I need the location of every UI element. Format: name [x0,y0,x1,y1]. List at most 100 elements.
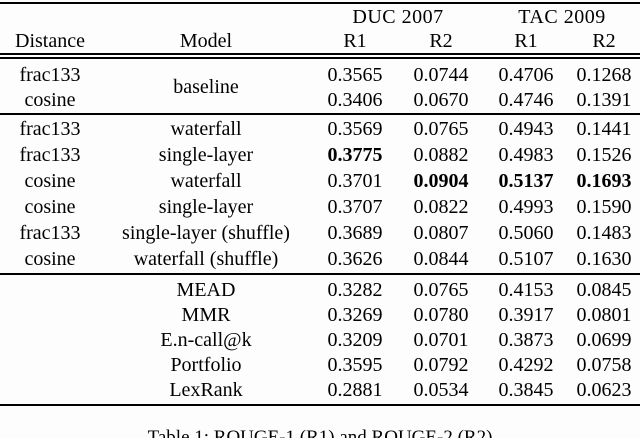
group-header-row: DUC 2007 TAC 2009 [0,5,640,29]
table-row: frac133 waterfall 0.3569 0.0765 0.4943 0… [0,116,640,142]
table-row: frac133 0.3565 0.0744 0.4706 0.1268 [0,62,640,87]
tac-r2-cell: 0.1590 [576,196,632,218]
table-row: Portfolio 0.3595 0.0792 0.4292 0.0758 [0,353,640,378]
table-block-models: frac133 waterfall 0.3569 0.0765 0.4943 0… [0,116,640,272]
duc-r2-cell: 0.0670 [413,88,469,111]
tac-r1-cell: 0.4993 [498,196,554,218]
distance-cell: cosine [24,88,76,111]
table-row: cosine 0.3406 0.0670 0.4746 0.1391 [0,87,640,112]
table-row: frac133 single-layer 0.3775 0.0882 0.498… [0,142,640,168]
duc-r2-cell: 0.0904 [413,170,469,192]
header-distance: Distance [15,30,85,52]
tac-r1-cell: 0.4706 [498,63,554,86]
table-row: LexRank 0.2881 0.0534 0.3845 0.0623 [0,378,640,403]
distance-cell: frac133 [19,63,81,86]
multirow-model-baseline: baseline [173,75,239,98]
duc-r1-cell: 0.3701 [327,170,383,192]
duc-r1-cell: 0.3626 [327,248,383,270]
model-cell: single-layer [158,196,254,218]
block-separator-rule [0,273,640,276]
model-cell: LexRank [169,379,243,402]
table-caption: Table 1: ROUGE-1 (R1) and ROUGE-2 (R2) [147,427,493,438]
table-block-external-baselines: MEAD 0.3282 0.0765 0.4153 0.0845 MMR 0.3… [0,277,640,403]
header-double-rule-thin [0,53,640,55]
table-row: cosine single-layer 0.3707 0.0822 0.4993… [0,194,640,220]
table-row: MEAD 0.3282 0.0765 0.4153 0.0845 [0,277,640,302]
duc-r2-cell: 0.0807 [413,222,469,244]
tac-r1-cell: 0.3917 [498,303,554,326]
table-top-rule [0,2,640,5]
duc-r2-cell: 0.0765 [413,278,469,301]
duc-r1-cell: 0.3775 [327,144,383,166]
duc-r1-cell: 0.2881 [327,379,383,402]
duc-r2-cell: 0.0844 [413,248,469,270]
header-duc-r2: R2 [429,30,453,52]
column-group-header: DUC 2007 TAC 2009 [0,5,640,29]
model-cell: single-layer [158,144,254,166]
table-row: E.n-call@k 0.3209 0.0701 0.3873 0.0699 [0,327,640,352]
column-header: Distance Model R1 R2 R1 R2 [0,29,640,53]
tac-r2-cell: 0.1441 [576,118,632,140]
model-cell: waterfall [170,118,242,140]
model-cell: MMR [181,303,231,326]
tac-r2-cell: 0.1268 [576,63,632,86]
duc-r1-cell: 0.3269 [327,303,383,326]
tac-r2-cell: 0.0623 [576,379,632,402]
model-cell: waterfall (shuffle) [133,248,279,270]
duc-r1-cell: 0.3209 [327,329,383,351]
duc-r1-cell: 0.3707 [327,196,383,218]
tac-r2-cell: 0.1391 [576,88,632,111]
table-row: cosine waterfall 0.3701 0.0904 0.5137 0.… [0,168,640,194]
table-bottom-rule [0,404,640,407]
tac-r1-cell: 0.3845 [498,379,554,402]
tac-r1-cell: 0.4746 [498,88,554,111]
tac-r1-cell: 0.5060 [498,222,554,244]
tac-r1-cell: 0.3873 [498,329,554,351]
duc-r1-cell: 0.3282 [327,278,383,301]
duc-r2-cell: 0.0882 [413,144,469,166]
tac-r1-cell: 0.5107 [498,248,554,270]
duc-r2-cell: 0.0765 [413,118,469,140]
duc-r1-cell: 0.3569 [327,118,383,140]
duc-r2-cell: 0.0822 [413,196,469,218]
distance-cell: cosine [24,196,76,218]
duc-r2-cell: 0.0534 [413,379,469,402]
table-row: frac133 single-layer (shuffle) 0.3689 0.… [0,220,640,246]
duc-r1-cell: 0.3689 [327,222,383,244]
duc-r1-cell: 0.3565 [327,63,383,86]
tac-r2-cell: 0.1483 [576,222,632,244]
tac-r2-cell: 0.1630 [576,248,632,270]
tac-r1-cell: 0.4943 [498,118,554,140]
model-cell: single-layer (shuffle) [122,222,290,244]
tac-r1-cell: 0.4983 [498,144,554,166]
tac-r2-cell: 0.1693 [576,170,632,192]
distance-cell: frac133 [19,144,81,166]
duc-r2-cell: 0.0701 [413,329,469,351]
tac-r2-cell: 0.0699 [576,329,632,351]
duc-r2-cell: 0.0744 [413,63,469,86]
model-cell: E.n-call@k [160,329,252,351]
duc-r2-cell: 0.0780 [413,303,469,326]
tac-r2-cell: 0.0801 [576,303,632,326]
distance-cell: frac133 [19,118,81,140]
tac-r1-cell: 0.4153 [498,278,554,301]
block-separator-rule [0,113,640,116]
distance-cell: frac133 [19,222,81,244]
tac-r2-cell: 0.1526 [576,144,632,166]
tac-r2-cell: 0.0758 [576,354,632,377]
header-duc-r1: R1 [343,30,367,52]
header-tac-r1: R1 [514,30,538,52]
model-cell: MEAD [176,278,236,301]
duc-r2-cell: 0.0792 [413,354,469,377]
duc-r1-cell: 0.3406 [327,88,383,111]
header-model: Model [179,30,233,52]
group-header-tac-2009: TAC 2009 [518,6,606,28]
model-cell: waterfall [170,170,242,192]
header-double-rule-thick [0,57,640,60]
group-header-duc-2007: DUC 2007 [352,6,444,28]
duc-r1-cell: 0.3595 [327,354,383,377]
header-row: Distance Model R1 R2 R1 R2 [0,29,640,53]
distance-cell: cosine [24,248,76,270]
tac-r2-cell: 0.0845 [576,278,632,301]
